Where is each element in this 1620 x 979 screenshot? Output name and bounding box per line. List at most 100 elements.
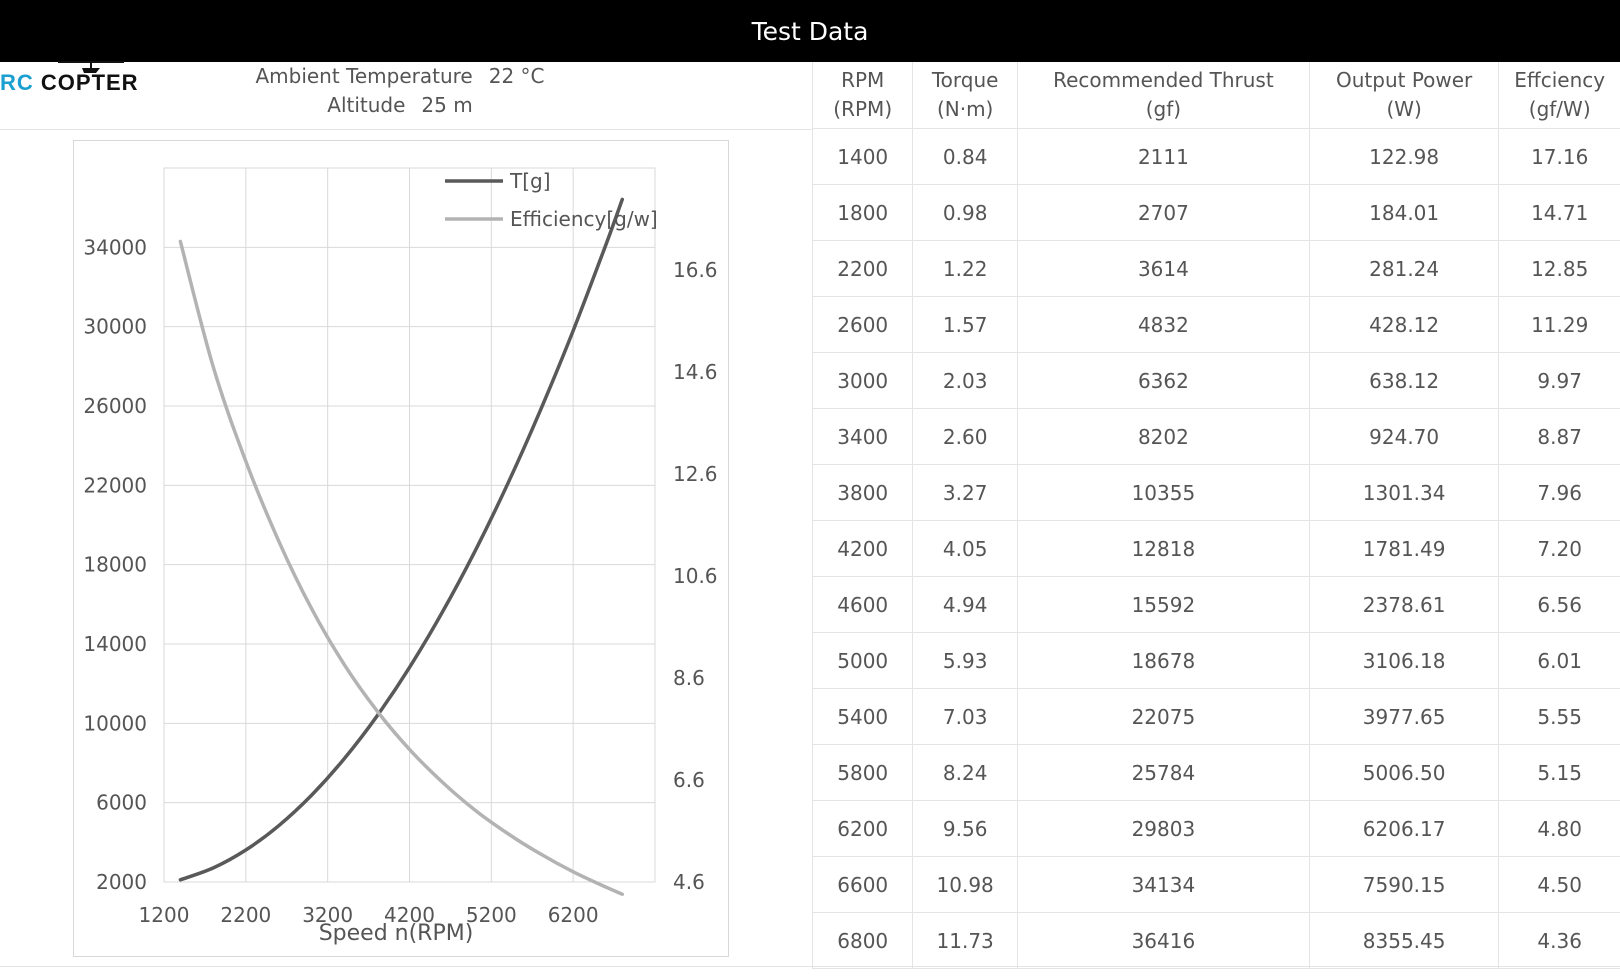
temperature-label: Ambient Temperature	[255, 64, 473, 88]
y-tick-label: 34000	[83, 235, 147, 259]
temperature-value: 22 °C	[488, 64, 545, 88]
table-row: 3000 2.03 6362 638.12 9.97	[811, 352, 1620, 409]
table-row: 1400 0.84 2111 122.98 17.16	[811, 128, 1620, 185]
x-tick-label: 2200	[220, 903, 271, 927]
table-cell-power: 184.01	[1308, 184, 1499, 241]
table-cell-power: 5006.50	[1308, 744, 1499, 801]
table-row: 3800 3.27 10355 1301.34 7.96	[811, 464, 1620, 521]
y2-tick-label: 12.6	[673, 462, 718, 486]
page-title: Test Data	[751, 16, 869, 46]
x-tick-label: 5200	[466, 903, 517, 927]
y-tick-label: 2000	[96, 870, 147, 894]
y2-tick-label: 4.6	[673, 870, 705, 894]
table-cell-rpm: 5800	[811, 744, 913, 801]
table-cell-rpm: 3400	[811, 408, 913, 465]
table-row: 5000 5.93 18678 3106.18 6.01	[811, 632, 1620, 689]
table-row: 6800 11.73 36416 8355.45 4.36	[811, 912, 1620, 969]
table-row: 4200 4.05 12818 1781.49 7.20	[811, 520, 1620, 577]
table-cell-rpm: 1400	[811, 128, 913, 185]
y2-tick-label: 8.6	[673, 666, 705, 690]
table-cell-efficiency: 9.97	[1498, 352, 1620, 409]
y-tick-label: 26000	[83, 394, 147, 418]
table-row: 4600 4.94 15592 2378.61 6.56	[811, 576, 1620, 633]
altitude-value: 25 m	[421, 93, 473, 117]
table-cell-thrust: 3614	[1016, 240, 1310, 297]
table-cell-efficiency: 14.71	[1498, 184, 1620, 241]
column-header-thrust: Recommended Thrust (gf)	[1016, 62, 1310, 129]
series-line-efficiency	[178, 239, 625, 896]
x-tick-label: 1200	[139, 903, 190, 927]
table-cell-power: 2378.61	[1308, 576, 1499, 633]
table-cell-thrust: 2707	[1016, 184, 1310, 241]
table-body: 1400 0.84 2111 122.98 17.16 1800 0.98 2707 184.0…	[811, 128, 1620, 969]
table-cell-efficiency: 7.20	[1498, 520, 1620, 577]
table-row: 3400 2.60 8202 924.70 8.87	[811, 408, 1620, 465]
table-cell-efficiency: 5.55	[1498, 688, 1620, 745]
test-data-table: RPM (RPM) Torque (N·m) Recommended Thrust (gf…	[811, 62, 1620, 969]
table-cell-thrust: 29803	[1016, 800, 1310, 857]
column-name: Recommended Thrust	[1053, 68, 1274, 92]
table-cell-torque: 1.57	[912, 296, 1018, 353]
table-cell-rpm: 3800	[811, 464, 913, 521]
table-cell-thrust: 8202	[1016, 408, 1310, 465]
table-cell-rpm: 1800	[811, 184, 913, 241]
table-cell-torque: 5.93	[912, 632, 1018, 689]
y-tick-label: 6000	[96, 791, 147, 815]
table-header-row: RPM (RPM) Torque (N·m) Recommended Thrust (gf…	[811, 62, 1620, 129]
header-divider	[0, 129, 812, 130]
y-tick-label: 14000	[83, 632, 147, 656]
table-cell-rpm: 6800	[811, 912, 913, 969]
table-cell-thrust: 12818	[1016, 520, 1310, 577]
table-cell-efficiency: 6.56	[1498, 576, 1620, 633]
table-cell-power: 8355.45	[1308, 912, 1499, 969]
table-cell-thrust: 6362	[1016, 352, 1310, 409]
table-cell-torque: 4.05	[912, 520, 1018, 577]
table-row: 5400 7.03 22075 3977.65 5.55	[811, 688, 1620, 745]
table-cell-power: 638.12	[1308, 352, 1499, 409]
table-cell-power: 7590.15	[1308, 856, 1499, 913]
y2-tick-label: 16.6	[673, 258, 718, 282]
column-name: RPM	[841, 68, 885, 92]
column-name: Effciency	[1514, 68, 1606, 92]
table-cell-power: 1301.34	[1308, 464, 1499, 521]
table-cell-torque: 7.03	[912, 688, 1018, 745]
chart-frame	[73, 140, 729, 957]
table-cell-efficiency: 7.96	[1498, 464, 1620, 521]
table-row: 5800 8.24 25784 5006.50 5.15	[811, 744, 1620, 801]
table-cell-power: 1781.49	[1308, 520, 1499, 577]
table-cell-power: 3106.18	[1308, 632, 1499, 689]
column-unit: (gf)	[1145, 97, 1182, 121]
table-cell-thrust: 18678	[1016, 632, 1310, 689]
column-header-power: Output Power (W)	[1308, 62, 1499, 129]
column-header-torque: Torque (N·m)	[912, 62, 1018, 129]
table-cell-efficiency: 4.50	[1498, 856, 1620, 913]
table-cell-thrust: 22075	[1016, 688, 1310, 745]
table-cell-torque: 0.84	[912, 128, 1018, 185]
table-cell-efficiency: 12.85	[1498, 240, 1620, 297]
test-conditions: Ambient Temperature 22 °C Altitude 25 m	[200, 62, 600, 120]
logo-text-rc: RC	[0, 70, 34, 95]
column-name: Output Power	[1335, 68, 1473, 92]
y-tick-label: 18000	[83, 553, 147, 577]
series-line-thrust	[178, 197, 625, 882]
altitude-label: Altitude	[327, 93, 406, 117]
y-tick-label: 10000	[83, 711, 147, 735]
table-cell-power: 428.12	[1308, 296, 1499, 353]
table-cell-rpm: 5400	[811, 688, 913, 745]
table-cell-power: 6206.17	[1308, 800, 1499, 857]
logo-text: RC COPTER	[0, 70, 139, 96]
legend-label: T[g]	[509, 169, 551, 193]
table-row: 6600 10.98 34134 7590.15 4.50	[811, 856, 1620, 913]
logo-text-main: COPTER	[33, 70, 139, 95]
table-cell-rpm: 2200	[811, 240, 913, 297]
table-cell-thrust: 4832	[1016, 296, 1310, 353]
table-cell-torque: 11.73	[912, 912, 1018, 969]
legend-label: Efficiency[g/w]	[510, 207, 658, 231]
table-cell-rpm: 4600	[811, 576, 913, 633]
table-cell-rpm: 4200	[811, 520, 913, 577]
x-tick-label: 4200	[384, 903, 435, 927]
table-cell-efficiency: 11.29	[1498, 296, 1620, 353]
table-cell-torque: 10.98	[912, 856, 1018, 913]
performance-chart: 2000 6000 10000 14000 18000 22000 26000 30000 34…	[83, 167, 718, 946]
column-name: Torque	[931, 68, 999, 92]
